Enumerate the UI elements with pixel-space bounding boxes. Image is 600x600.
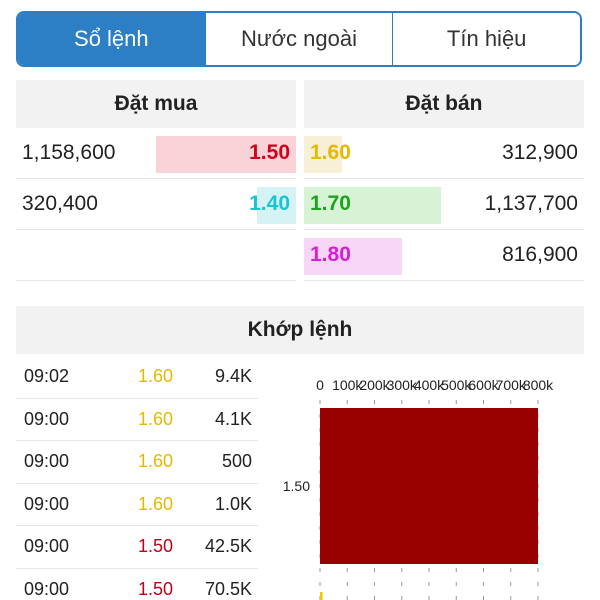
sell-header: Đặt bán bbox=[304, 80, 584, 128]
sell-row: 1.80 816,900 bbox=[304, 230, 584, 281]
sell-orders-panel: Đặt bán 1.60 312,900 1.70 1,137,700 1.80… bbox=[304, 80, 584, 281]
x-tick-label: 800k bbox=[523, 377, 554, 393]
trade-price: 1.50 bbox=[138, 536, 174, 557]
trade-time: 09:00 bbox=[24, 451, 70, 472]
buy-volume: 1,158,600 bbox=[22, 141, 116, 164]
sell-volume-bar bbox=[304, 136, 342, 173]
trade-volume: 70.5K bbox=[204, 578, 252, 599]
trade-price: 1.60 bbox=[138, 451, 174, 472]
trade-volume: 42.5K bbox=[204, 536, 252, 557]
x-tick-label: 100k bbox=[332, 377, 363, 393]
sell-volume: 816,900 bbox=[502, 243, 578, 266]
trade-price: 1.50 bbox=[138, 578, 174, 599]
x-tick-label: 0 bbox=[316, 377, 324, 393]
buy-row: 1,158,600 1.50 bbox=[16, 128, 296, 179]
trade-time: 09:02 bbox=[24, 366, 70, 387]
buy-orders-panel: Đặt mua 1,158,600 1.50 320,400 1.40 bbox=[16, 80, 296, 281]
trade-price: 1.60 bbox=[138, 408, 174, 429]
tab-foreign[interactable]: Nước ngoài bbox=[204, 13, 393, 65]
sell-volume: 1,137,700 bbox=[484, 192, 578, 215]
sell-volume: 312,900 bbox=[502, 141, 578, 164]
buy-header: Đặt mua bbox=[16, 80, 296, 128]
tab-signals[interactable]: Tín hiệu bbox=[392, 13, 580, 65]
x-tick-label: 500k bbox=[441, 377, 472, 393]
buy-volume: 320,400 bbox=[22, 192, 98, 215]
trade-row: 09:00 1.50 70.5K bbox=[16, 569, 258, 600]
x-tick-label: 200k bbox=[359, 377, 390, 393]
bar-1.50 bbox=[320, 408, 538, 564]
x-tick-label: 300k bbox=[387, 377, 418, 393]
trade-volume: 500 bbox=[221, 451, 252, 472]
sell-row: 1.70 1,137,700 bbox=[304, 179, 584, 230]
x-tick-label: 700k bbox=[496, 377, 527, 393]
tab-order-book[interactable]: Sổ lệnh bbox=[18, 13, 205, 65]
sell-price: 1.80 bbox=[310, 243, 351, 266]
y-category-label: 1.50 bbox=[283, 478, 310, 494]
trade-row: 09:00 1.50 42.5K bbox=[16, 526, 258, 569]
buy-volume-bar bbox=[156, 136, 296, 173]
sell-row: 1.60 312,900 bbox=[304, 128, 584, 179]
trade-row: 09:00 1.60 500 bbox=[16, 441, 258, 484]
volume-by-price-chart: 0 100k 200k 300k 400k 500k 600k 700k 800k 1.50 bbox=[270, 360, 590, 600]
buy-row bbox=[16, 230, 296, 281]
sell-volume-bar bbox=[304, 187, 442, 224]
trade-price: 1.60 bbox=[138, 366, 174, 387]
trade-time: 09:00 bbox=[24, 408, 70, 429]
trade-row: 09:00 1.60 1.0K bbox=[16, 484, 258, 526]
buy-volume-bar bbox=[256, 187, 296, 224]
matched-header: Khớp lệnh bbox=[16, 306, 584, 354]
trade-row: 09:02 1.60 9.4K bbox=[16, 356, 258, 399]
trade-volume: 9.4K bbox=[214, 366, 252, 387]
buy-price: 1.40 bbox=[249, 192, 290, 215]
x-tick-label: 600k bbox=[468, 377, 499, 393]
tab-bar: Sổ lệnh Nước ngoài Tín hiệu bbox=[16, 11, 582, 67]
trade-price: 1.60 bbox=[138, 493, 174, 514]
trade-time: 09:00 bbox=[24, 578, 70, 599]
sell-volume-bar bbox=[304, 238, 402, 275]
buy-price: 1.50 bbox=[249, 141, 290, 164]
trade-volume: 1.0K bbox=[214, 493, 252, 514]
bar-1.60 bbox=[320, 592, 323, 600]
sell-price: 1.70 bbox=[310, 192, 351, 215]
buy-row: 320,400 1.40 bbox=[16, 179, 296, 230]
x-tick-label: 400k bbox=[414, 377, 445, 393]
matched-trades-list: 09:02 1.60 9.4K 09:00 1.60 4.1K 09:00 1.… bbox=[16, 356, 258, 600]
sell-price: 1.60 bbox=[310, 141, 351, 164]
trade-time: 09:00 bbox=[24, 536, 70, 557]
trade-time: 09:00 bbox=[24, 493, 70, 514]
trade-row: 09:00 1.60 4.1K bbox=[16, 399, 258, 441]
trade-volume: 4.1K bbox=[214, 408, 252, 429]
